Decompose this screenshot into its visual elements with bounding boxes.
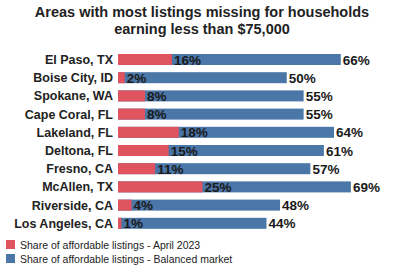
bar [118,90,145,101]
bar [118,200,132,211]
category-label: Spokane, WA [34,89,113,103]
data-label: 4% [134,198,154,213]
data-label: 8% [147,107,167,122]
bar [118,72,125,83]
category-label: Los Angeles, CA [14,217,113,231]
category-label: Lakeland, FL [37,126,114,140]
data-label: 1% [123,216,143,231]
data-label: 16% [174,53,201,68]
bar [118,90,304,101]
category-label: Cape Coral, FL [25,108,114,122]
legend-swatch [6,254,15,263]
legend-label: Share of affordable listings - April 202… [20,239,200,251]
data-label: 18% [181,125,208,140]
category-label: McAllen, TX [42,180,114,194]
data-label: 48% [282,198,309,213]
data-label: 50% [289,71,316,86]
bar [118,145,169,156]
bar [118,163,155,174]
category-label: Boise City, ID [33,71,113,85]
category-label: Deltona, FL [45,144,113,158]
data-label: 11% [157,162,183,177]
chart-title: Areas with most listings missing for hou… [30,4,374,38]
legend: Share of affordable listings - April 202… [6,239,232,265]
data-label: 66% [343,53,370,68]
data-labels: 16%2%8%8%18%15%11%25%4%1%66%50%55%55%64%… [123,53,380,232]
data-label: 64% [336,125,363,140]
bar [118,109,145,120]
data-label: 55% [306,107,333,122]
data-label: 44% [269,216,296,231]
data-label: 55% [306,89,333,104]
bar [118,127,334,138]
bar [118,54,172,65]
bar [118,109,304,120]
data-label: 57% [312,162,339,177]
bar [118,163,310,174]
data-label: 25% [204,180,231,195]
chart: El Paso, TX Boise City, ID Spokane, WA Cape… [0,0,404,275]
bar [118,181,351,192]
bar [118,127,179,138]
bar [118,145,324,156]
legend-label: Share of affordable listings - Balanced … [20,253,232,265]
data-label: 2% [127,71,147,86]
bar [118,218,121,229]
data-label: 15% [171,144,198,159]
data-label: 61% [326,144,353,159]
bars [118,54,351,229]
data-label: 69% [353,180,380,195]
bar [118,54,341,65]
category-label: El Paso, TX [45,53,114,67]
legend-swatch [6,240,15,249]
data-label: 8% [147,89,167,104]
category-label: Fresno, CA [46,162,113,176]
category-label: Riverside, CA [32,199,113,213]
bar [118,181,202,192]
